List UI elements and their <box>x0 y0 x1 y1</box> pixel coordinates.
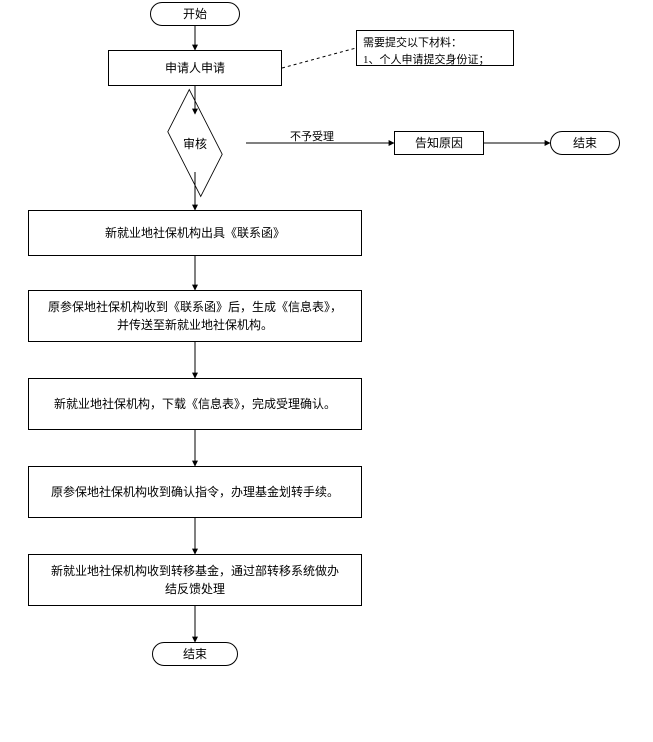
step1-node: 新就业地社保机构出具《联系函》 <box>28 210 362 256</box>
step2-label: 原参保地社保机构收到《联系函》后，生成《信息表》，并传送至新就业地社保机构。 <box>47 298 343 334</box>
apply-label: 申请人申请 <box>165 59 225 77</box>
end2-label: 结束 <box>183 645 207 663</box>
review-label-wrap: 审核 <box>160 120 230 166</box>
end1-node: 结束 <box>550 131 620 155</box>
step4-node: 原参保地社保机构收到确认指令，办理基金划转手续。 <box>28 466 362 518</box>
start-label: 开始 <box>183 5 207 23</box>
step4-label: 原参保地社保机构收到确认指令，办理基金划转手续。 <box>51 483 339 501</box>
step3-node: 新就业地社保机构，下载《信息表》，完成受理确认。 <box>28 378 362 430</box>
end1-label: 结束 <box>573 134 597 152</box>
reject-label: 不予受理 <box>290 128 334 144</box>
step1-label: 新就业地社保机构出具《联系函》 <box>105 224 285 242</box>
start-node: 开始 <box>150 2 240 26</box>
note-node: 需要提交以下材料： 1、个人申请提交身份证； <box>356 30 514 66</box>
inform-node: 告知原因 <box>394 131 484 155</box>
end2-node: 结束 <box>152 642 238 666</box>
step5-node: 新就业地社保机构收到转移基金，通过部转移系统做办结反馈处理 <box>28 554 362 606</box>
apply-node: 申请人申请 <box>108 50 282 86</box>
edges-svg <box>0 0 653 742</box>
step2-node: 原参保地社保机构收到《联系函》后，生成《信息表》，并传送至新就业地社保机构。 <box>28 290 362 342</box>
step3-label: 新就业地社保机构，下载《信息表》，完成受理确认。 <box>54 395 336 413</box>
step5-label: 新就业地社保机构收到转移基金，通过部转移系统做办结反馈处理 <box>47 562 343 598</box>
review-label: 审核 <box>183 135 207 152</box>
review-node: 审核 <box>160 120 230 166</box>
note-label: 需要提交以下材料： 1、个人申请提交身份证； <box>363 35 490 68</box>
inform-label: 告知原因 <box>415 134 463 152</box>
